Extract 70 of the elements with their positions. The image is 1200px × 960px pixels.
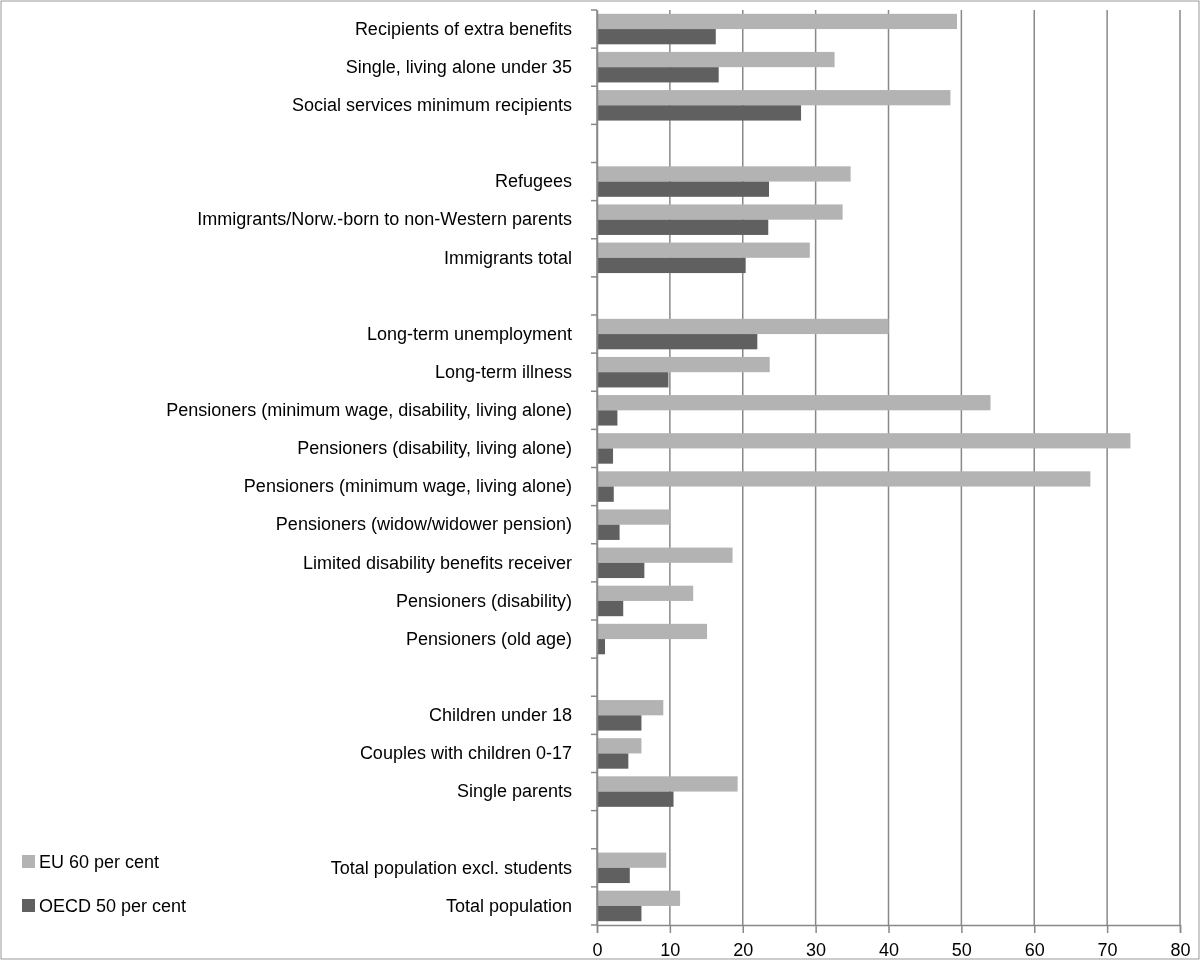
- bar: [597, 753, 629, 769]
- y-tick-label: Refugees: [494, 171, 572, 192]
- y-tick-label: Pensioners (disability, living alone): [297, 438, 572, 459]
- y-tick-label: Long-term illness: [434, 361, 572, 382]
- bar: [597, 547, 733, 563]
- bar: [597, 166, 851, 182]
- x-tick-label: 40: [878, 939, 900, 960]
- bar: [597, 90, 951, 106]
- bar: [597, 242, 810, 258]
- bar: [597, 318, 889, 335]
- bar: [597, 776, 738, 792]
- y-tick-label: Recipients of extra benefits: [354, 18, 572, 39]
- bar: [597, 791, 674, 807]
- bar: [597, 905, 642, 922]
- bar: [597, 410, 618, 426]
- bar: [597, 562, 645, 579]
- y-tick-label: Social services minimum recipients: [291, 95, 572, 116]
- bar: [597, 219, 769, 235]
- y-tick-label: Pensioners (old age): [405, 628, 572, 649]
- bar: [597, 471, 1091, 487]
- bar: [597, 623, 708, 640]
- y-tick-label: Couples with children 0-17: [359, 743, 572, 764]
- bar: [597, 105, 802, 121]
- bar: [597, 509, 670, 525]
- legend-label: EU 60 per cent: [39, 852, 160, 872]
- bar: [597, 204, 843, 220]
- bar: [597, 257, 746, 274]
- legend-label: OECD 50 per cent: [39, 896, 187, 916]
- y-tick-label: Total population: [445, 895, 572, 916]
- bar: [597, 715, 642, 731]
- x-tick-label: 70: [1097, 939, 1118, 960]
- x-tick-label: 10: [660, 939, 681, 960]
- bar: [597, 600, 624, 617]
- bar: [597, 852, 667, 868]
- x-tick-label: 80: [1170, 939, 1191, 960]
- x-tick-label: 20: [733, 939, 754, 960]
- y-tick-label: Pensioners (minimum wage, disability, living alone): [166, 400, 572, 421]
- x-tick-label: 30: [806, 939, 827, 960]
- y-tick-label: Total population excl. students: [330, 857, 572, 878]
- bar: [597, 890, 681, 906]
- bar: [597, 67, 719, 83]
- y-tick-label: Immigrants/Norw.-born to non-Western parents: [197, 209, 572, 230]
- x-tick-label: 50: [951, 939, 972, 960]
- bar: [597, 433, 1131, 449]
- y-tick-label: Pensioners (minimum wage, living alone): [243, 476, 572, 497]
- bar: [597, 181, 769, 197]
- y-tick-label: Long-term unemployment: [366, 323, 572, 344]
- bar: [597, 356, 770, 373]
- bar: [597, 334, 758, 350]
- y-tick-label: Limited disability benefits receiver: [302, 552, 572, 573]
- bar: [597, 448, 614, 464]
- bar: [597, 372, 669, 388]
- bar: [597, 486, 614, 502]
- y-tick-label: Immigrants total: [443, 247, 572, 268]
- y-tick-label: Pensioners (disability): [395, 590, 572, 611]
- bar: [597, 585, 694, 601]
- x-tick-label: 0: [592, 939, 603, 960]
- bar: [597, 524, 620, 540]
- bar: [597, 51, 835, 68]
- bar: [597, 738, 642, 754]
- bar: [597, 700, 664, 716]
- y-tick-label: Single parents: [456, 781, 572, 802]
- bar: [597, 395, 991, 411]
- bar: [597, 867, 630, 884]
- bar: [597, 29, 716, 45]
- x-tick-label: 60: [1024, 939, 1045, 960]
- y-tick-label: Children under 18: [428, 705, 572, 726]
- y-tick-label: Single, living alone under 35: [345, 56, 572, 77]
- bar: [597, 13, 957, 30]
- y-tick-label: Pensioners (widow/widower pension): [275, 514, 572, 535]
